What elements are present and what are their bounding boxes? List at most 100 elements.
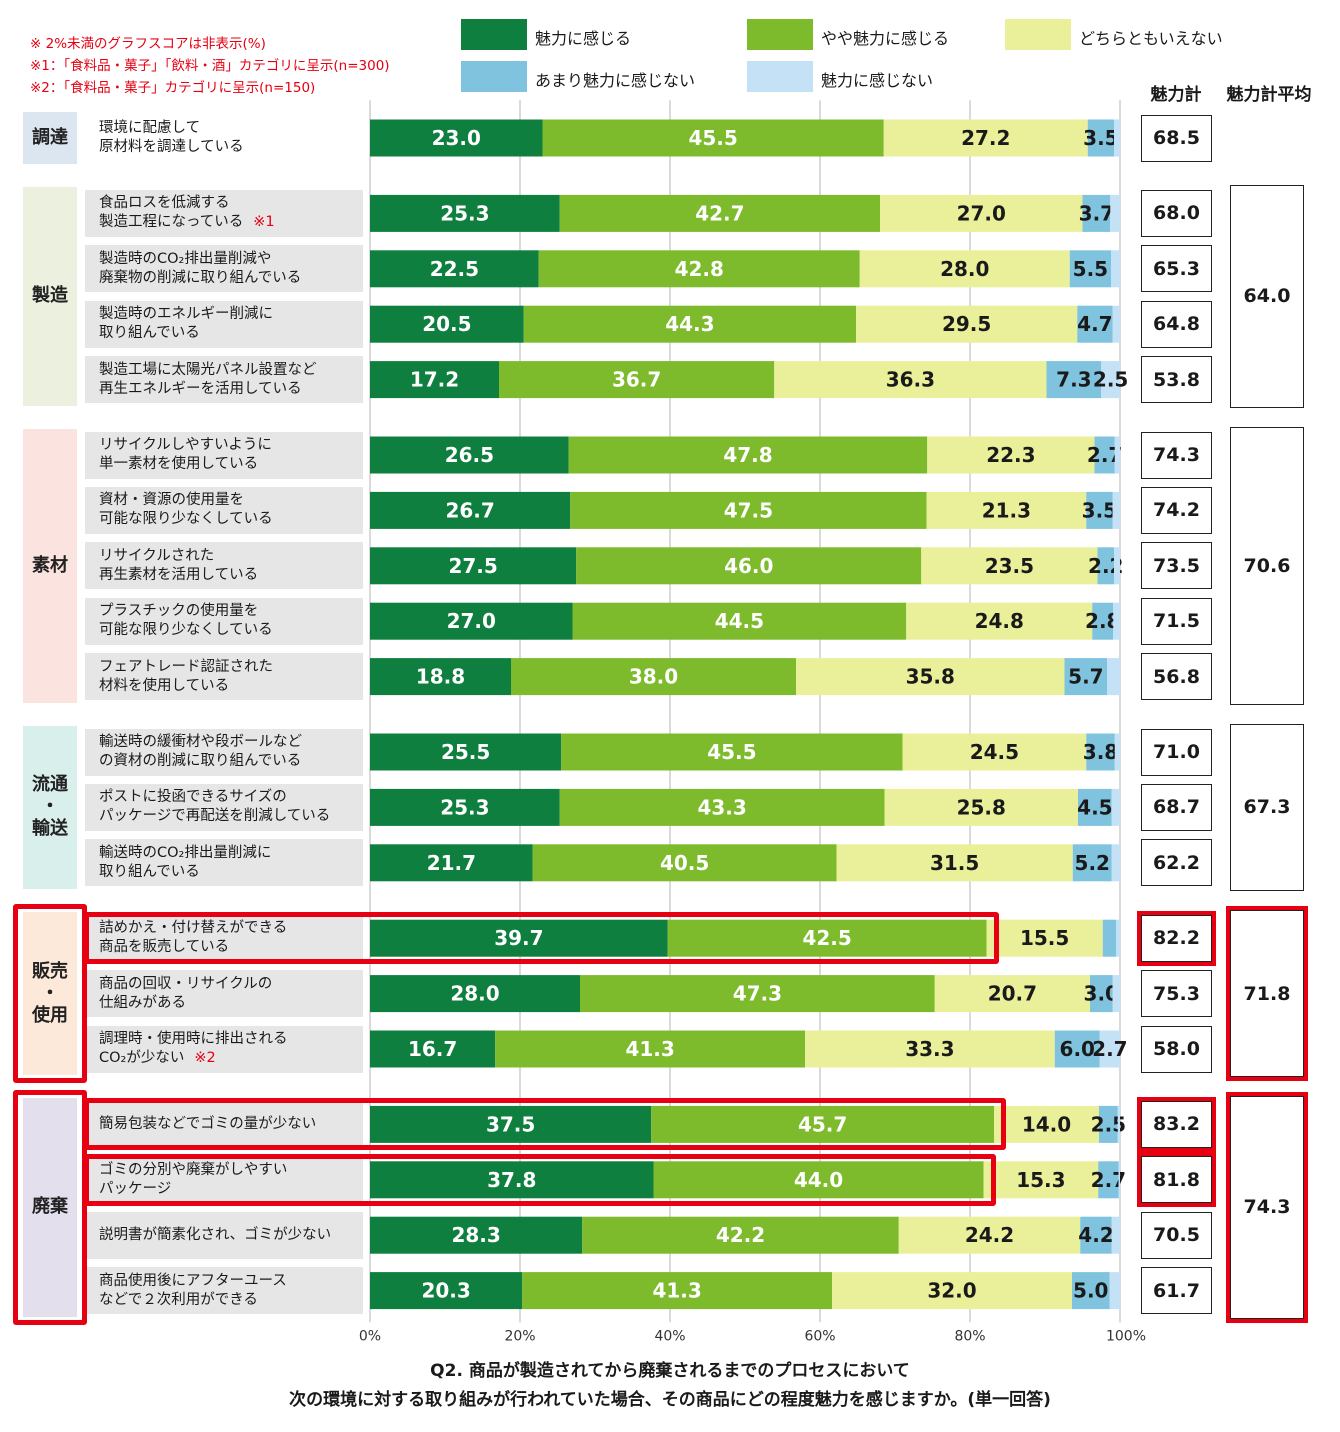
bar-value-label: 42.7 bbox=[695, 201, 744, 225]
bar-segment bbox=[1109, 1272, 1120, 1310]
total-score: 82.2 bbox=[1141, 914, 1212, 962]
bar-segment bbox=[1112, 491, 1120, 529]
bar-segment bbox=[1113, 602, 1120, 640]
bar-segment bbox=[1116, 919, 1120, 957]
row-label-line: 詰めかえ・付け替えができる bbox=[99, 920, 288, 937]
bar-value-label: 44.3 bbox=[665, 312, 714, 336]
total-score: 62.2 bbox=[1141, 839, 1212, 887]
bar-segment bbox=[542, 119, 884, 157]
bar-segment bbox=[370, 602, 573, 640]
bar-value-label: 7.3 bbox=[1056, 368, 1091, 392]
bar-segment bbox=[880, 194, 1083, 232]
row-label: 輸送時のCO₂排出量削減に 取り組んでいる bbox=[85, 839, 363, 887]
bar-value-label: 21.7 bbox=[427, 851, 476, 875]
total-score: 71.0 bbox=[1141, 728, 1212, 776]
bar-segment bbox=[1111, 1216, 1120, 1254]
bar-segment bbox=[1102, 919, 1117, 957]
bar-value-label: 37.5 bbox=[486, 1112, 535, 1136]
bar-segment bbox=[1114, 119, 1120, 157]
bar-value-label: 45.7 bbox=[798, 1112, 847, 1136]
bar-segment bbox=[370, 436, 569, 474]
bar-segment bbox=[370, 361, 499, 399]
bar-value-label: 3.5 bbox=[1082, 498, 1117, 522]
row-label-line: 商品を販売している bbox=[99, 939, 230, 956]
legend-swatch bbox=[461, 19, 527, 50]
column-header-average: 魅力計平均 bbox=[1226, 85, 1312, 105]
row-label-line: の資材の削減に取り組んでいる bbox=[99, 753, 302, 769]
row-label: プラスチックの使用量を 可能な限り少なくしている bbox=[85, 597, 363, 645]
legend-swatch bbox=[747, 61, 813, 92]
bar-value-label: 27.2 bbox=[961, 126, 1010, 150]
bar-segment bbox=[559, 194, 880, 232]
bar-segment bbox=[370, 119, 543, 157]
bar-value-label: 33.3 bbox=[905, 1037, 954, 1061]
bar-value-label: 32.0 bbox=[927, 1279, 976, 1303]
bar-value-label: 35.8 bbox=[906, 665, 955, 689]
bar-segment bbox=[1114, 547, 1120, 585]
bar-value-label: 2.5 bbox=[1091, 1112, 1126, 1136]
bar-segment bbox=[1114, 436, 1120, 474]
bar-segment bbox=[499, 361, 775, 399]
bar-segment bbox=[883, 119, 1088, 157]
total-score: 61.7 bbox=[1141, 1267, 1212, 1315]
row-label-line: 可能な限り少なくしている bbox=[99, 511, 273, 528]
x-tick-label: 60% bbox=[804, 1328, 835, 1344]
bar-segment bbox=[902, 733, 1087, 771]
bar-segment bbox=[495, 1030, 805, 1068]
row-label-line: プラスチックの使用量を bbox=[99, 603, 259, 620]
bar-value-label: 3.7 bbox=[1079, 201, 1114, 225]
bar-segment bbox=[370, 305, 524, 343]
bar-segment bbox=[370, 1161, 654, 1199]
bar-value-label: 36.3 bbox=[886, 368, 935, 392]
row-label-line: 可能な限り少なくしている bbox=[99, 622, 273, 639]
highlight-frame bbox=[84, 912, 999, 965]
row-label: 食品ロスを低減する 製造工程になっている ※1 bbox=[85, 189, 363, 237]
bar-value-label: 20.5 bbox=[422, 312, 471, 336]
x-tick-label: 100% bbox=[1106, 1328, 1146, 1344]
row-label-line: 単一素材を使用している bbox=[99, 456, 259, 472]
row-label-line: ポストに投函できるサイズの bbox=[99, 789, 287, 806]
bar-segment bbox=[898, 1216, 1081, 1254]
bar-value-label: 27.0 bbox=[447, 609, 496, 633]
bar-value-label: 21.3 bbox=[982, 498, 1031, 522]
bar-segment bbox=[1114, 733, 1120, 771]
row-label: 調理時・使用時に排出される CO₂が少ない ※2 bbox=[85, 1025, 363, 1073]
bar-segment bbox=[580, 975, 935, 1013]
bar-segment bbox=[1107, 658, 1120, 696]
row-label-line: 輸送時の緩衝材や段ボールなど bbox=[99, 734, 302, 750]
bar-segment bbox=[370, 491, 571, 529]
footnote-mark: ※2 bbox=[194, 1050, 216, 1066]
bar-value-label: 42.8 bbox=[675, 257, 724, 281]
bar-value-label: 5.0 bbox=[1073, 1279, 1108, 1303]
total-score: 58.0 bbox=[1141, 1025, 1212, 1073]
total-score: 68.0 bbox=[1141, 189, 1212, 237]
bar-value-label: 45.5 bbox=[688, 126, 737, 150]
bar-segment bbox=[370, 250, 539, 288]
bar-value-label: 22.5 bbox=[430, 257, 479, 281]
bar-value-label: 25.8 bbox=[957, 795, 1006, 819]
bar-value-label: 46.0 bbox=[724, 554, 773, 578]
row-label: 製造時のエネルギー削減に 取り組んでいる bbox=[85, 300, 363, 348]
row-label-line: 製造工場に太陽光パネル設置など bbox=[99, 361, 317, 378]
row-label-line: 簡易包装などでゴミの量が少ない bbox=[99, 1115, 317, 1132]
bar-value-label: 24.8 bbox=[975, 609, 1024, 633]
category-label: 販売 ・ 使用 bbox=[23, 912, 77, 1075]
note-2: ※2：「食料品・菓子」カテゴリに呈示(n=150) bbox=[30, 80, 316, 96]
bar-value-label: 27.0 bbox=[957, 201, 1006, 225]
bar-value-label: 3.8 bbox=[1083, 740, 1118, 764]
bar-segment bbox=[1112, 305, 1120, 343]
bar-segment bbox=[370, 194, 560, 232]
bar-segment bbox=[651, 1105, 994, 1143]
bar-segment bbox=[1117, 1105, 1120, 1143]
x-tick-label: 80% bbox=[954, 1328, 985, 1344]
bar-segment bbox=[1094, 436, 1115, 474]
bar-value-label: 42.5 bbox=[802, 926, 851, 950]
bar-value-label: 2.7 bbox=[1091, 1168, 1126, 1192]
row-label: ポストに投函できるサイズの パッケージで再配送を削減している bbox=[85, 783, 363, 831]
legend-label: どちらともいえない bbox=[1079, 29, 1223, 48]
bar-value-label: 29.5 bbox=[942, 312, 991, 336]
bar-segment bbox=[805, 1030, 1055, 1068]
bar-value-label: 4.2 bbox=[1078, 1223, 1113, 1247]
row-label-line: 商品の回収・リサイクルの bbox=[99, 975, 273, 992]
row-label: 簡易包装などでゴミの量が少ない bbox=[85, 1100, 363, 1148]
